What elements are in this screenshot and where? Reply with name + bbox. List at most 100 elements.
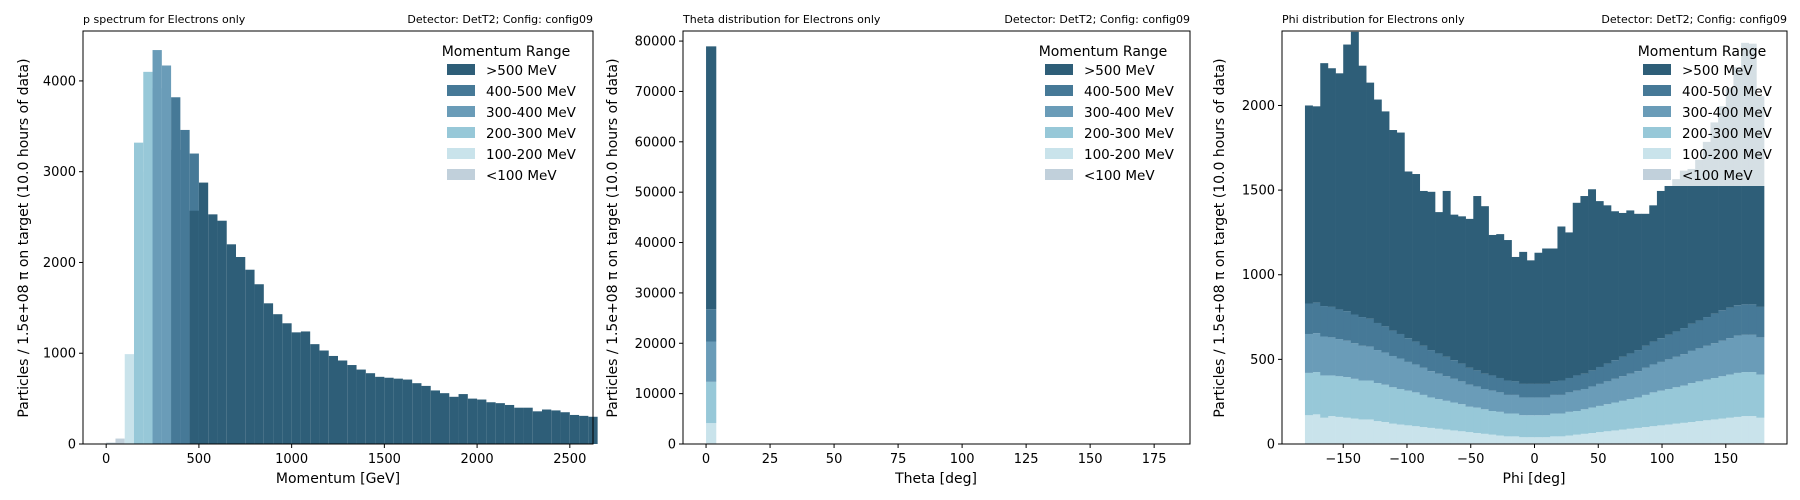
chart-1-bar: [421, 385, 431, 444]
chart-3-bar: [1656, 390, 1665, 426]
chart-1-bar: [291, 332, 301, 444]
chart-3-bar: [1389, 387, 1398, 424]
chart-1-bar: [365, 373, 376, 444]
chart-3-bar: [1419, 367, 1428, 395]
chart-3-bar: [1350, 343, 1359, 379]
chart-3-bar: [1320, 375, 1329, 418]
chart-3-bar: [1312, 372, 1321, 415]
chart-3-bar: [1373, 421, 1382, 444]
chart-3-bar: [1427, 427, 1436, 444]
chart-1-bar: [189, 210, 199, 444]
chart-1-bar: [106, 442, 116, 444]
chart-3-y-tick-label: 0: [1267, 438, 1275, 453]
chart-3-bar: [1649, 364, 1658, 393]
chart-1-x-tick-label: 2000: [461, 452, 494, 467]
chart-1-legend-label-3: 300-400 MeV: [486, 105, 577, 121]
chart-3-bar: [1496, 392, 1505, 412]
chart-3-bar: [1595, 383, 1604, 406]
chart-3-bar: [1327, 68, 1336, 307]
chart-3-bar: [1618, 212, 1627, 357]
chart-3-bar: [1733, 416, 1742, 444]
chart-1-bar: [542, 409, 552, 444]
chart-3-bar: [1450, 360, 1459, 379]
chart-3-bar: [1396, 132, 1405, 334]
chart-2-bar: [706, 46, 717, 310]
chart-1-legend-swatch-1: [447, 64, 475, 75]
chart-3-bar: [1549, 381, 1558, 395]
chart-2-legend-swatch-1: [1045, 64, 1073, 75]
chart-3-bar: [1488, 375, 1497, 391]
chart-3-x-tick-label: −100: [1389, 452, 1425, 467]
chart-3-bar: [1450, 402, 1459, 431]
chart-2-legend-label-2: 400-500 MeV: [1084, 84, 1175, 100]
chart-3-bar: [1312, 106, 1321, 303]
chart-1-bar: [393, 378, 403, 444]
chart-3-bar: [1595, 366, 1604, 384]
chart-2-y-tick-label: 20000: [635, 337, 676, 352]
chart-3-bar: [1496, 435, 1505, 444]
chart-3-bar: [1480, 388, 1489, 410]
chart-1-x-tick-label: 2500: [553, 452, 586, 467]
chart-3-title: Phi distribution for Electrons only: [1282, 13, 1465, 26]
chart-3-legend-swatch-6: [1643, 169, 1671, 180]
chart-3-bar: [1412, 341, 1421, 365]
chart-3-bar: [1389, 130, 1398, 331]
chart-3-bar: [1366, 380, 1375, 420]
chart-3-bar: [1304, 415, 1313, 444]
chart-3-bar: [1672, 331, 1681, 357]
chart-3-bar: [1488, 390, 1497, 411]
chart-3-bar: [1718, 106, 1727, 311]
chart-3-bar: [1366, 346, 1375, 381]
chart-3-bar: [1649, 205, 1658, 342]
chart-2-y-tick-label: 50000: [635, 186, 676, 201]
chart-3-bar: [1633, 350, 1642, 372]
chart-1-y-tick-label: 0: [68, 438, 76, 453]
chart-3-bar: [1595, 201, 1604, 367]
chart-3-bar: [1488, 234, 1497, 376]
chart-3-bar: [1603, 431, 1612, 444]
chart-3-bar: [1741, 416, 1750, 444]
chart-3-bar: [1457, 381, 1466, 405]
chart-3-bar: [1656, 425, 1665, 444]
chart-3-bar: [1534, 415, 1543, 438]
chart-3-bar: [1419, 190, 1428, 346]
chart-3-bar: [1580, 196, 1589, 374]
chart-2-x-tick-label: 125: [1014, 452, 1039, 467]
chart-1-x-tick-label: 500: [186, 452, 211, 467]
chart-3-bar: [1480, 409, 1489, 434]
chart-3-bar: [1450, 214, 1459, 361]
chart-3-bar: [1595, 405, 1604, 433]
chart-2-y-tick-label: 80000: [635, 35, 676, 50]
chart-3-bar: [1664, 388, 1673, 425]
chart-3-bar: [1335, 376, 1344, 417]
chart-3-bar: [1733, 335, 1742, 373]
chart-3-bar: [1412, 392, 1421, 427]
chart-3-bar: [1404, 425, 1413, 444]
chart-3-bar: [1672, 179, 1681, 332]
chart-2-legend: Momentum Range >500 MeV 400-500 MeV 300-…: [1036, 36, 1186, 186]
chart-1-bar: [217, 220, 227, 444]
chart-3-bar: [1664, 185, 1673, 335]
chart-3-bar: [1572, 390, 1581, 411]
chart-3-bar: [1618, 376, 1627, 401]
chart-3-x-tick-label: 50: [1590, 452, 1607, 467]
chart-3-bar: [1442, 190, 1451, 357]
chart-3-bar: [1450, 378, 1459, 403]
chart-3-bar: [1549, 248, 1558, 382]
chart-3-x-axis-label: Phi [deg]: [1503, 471, 1566, 487]
chart-3-x-tick-label: 150: [1713, 452, 1738, 467]
chart-1-legend-label-6: <100 MeV: [486, 168, 557, 184]
chart-3-bar: [1396, 358, 1405, 389]
chart-1-title: p spectrum for Electrons only: [83, 13, 246, 26]
chart-3-bar: [1672, 423, 1681, 444]
chart-3-bar: [1381, 326, 1390, 353]
chart-3-bar: [1656, 338, 1665, 362]
chart-3-bar: [1633, 427, 1642, 444]
chart-3-bar: [1320, 306, 1329, 337]
chart-1-legend-label-5: 100-200 MeV: [486, 147, 577, 163]
chart-3-bar: [1679, 328, 1688, 355]
chart-3-bar: [1457, 404, 1466, 432]
chart-3-bar: [1664, 424, 1673, 444]
chart-2-subtitle: Detector: DetT2; Config: config09: [1004, 13, 1190, 26]
chart-3-bar: [1335, 416, 1344, 444]
